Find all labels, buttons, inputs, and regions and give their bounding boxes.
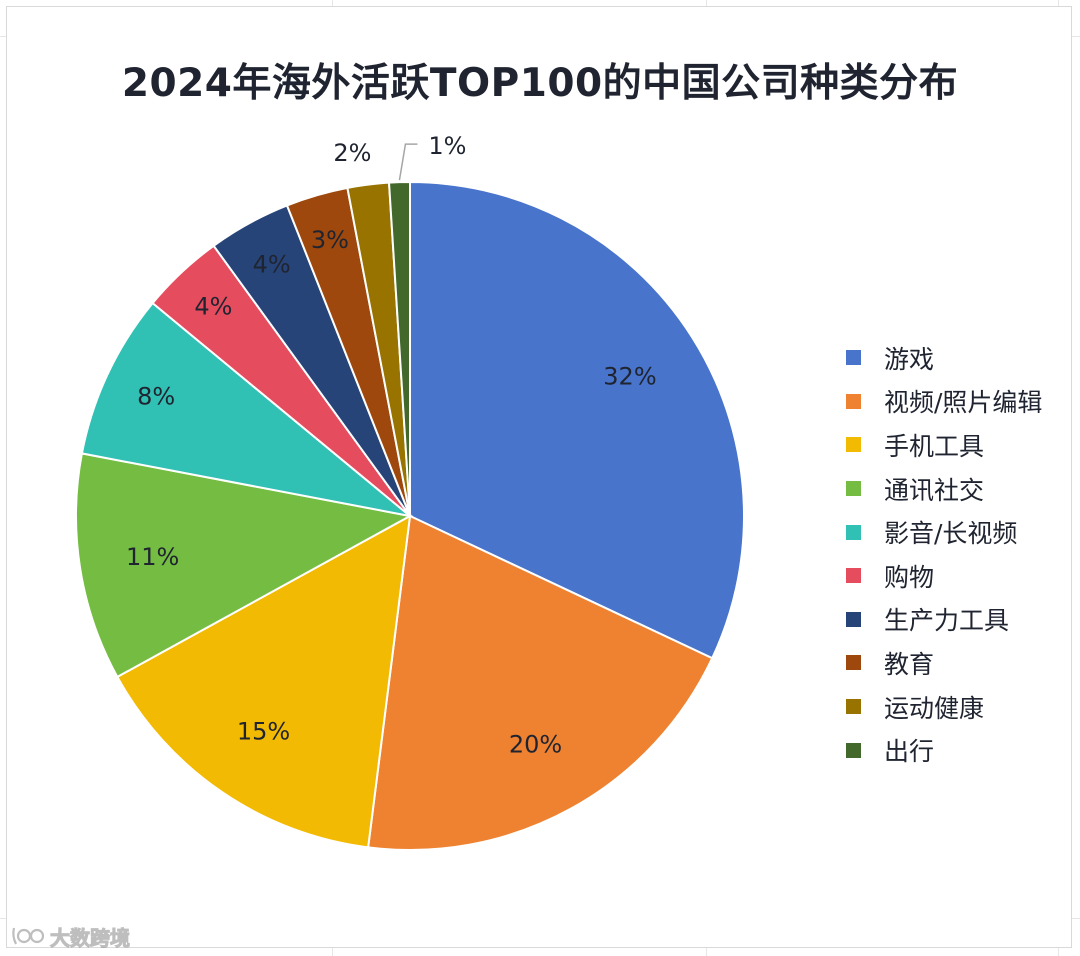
legend-label: 通讯社交 (884, 475, 985, 505)
legend-swatch (846, 393, 861, 409)
legend-label: 教育 (884, 649, 935, 679)
leader-lines (398, 143, 418, 181)
legend-item-出行[interactable]: 出行 (846, 728, 1078, 772)
data-label-教育: 3% (311, 226, 349, 254)
legend-swatch (846, 611, 861, 627)
watermark-text: 大数跨境 (50, 925, 131, 950)
data-label-生产力工具: 4% (253, 250, 291, 278)
legend-swatch (846, 568, 861, 584)
legend-item-运动健康[interactable]: 运动健康 (846, 685, 1078, 729)
chart-title: 2024年海外活跃TOP100的中国公司种类分布 (121, 61, 959, 106)
legend-item-生产力工具[interactable]: 生产力工具 (846, 598, 1078, 642)
legend-item-视频-照片编辑[interactable]: 视频/照片编辑 (846, 380, 1078, 424)
legend-swatch (846, 699, 861, 715)
legend-label: 影音/长视频 (884, 519, 1018, 549)
legend-label: 生产力工具 (884, 606, 1010, 636)
data-label-手机工具: 15% (237, 717, 290, 745)
legend-item-手机工具[interactable]: 手机工具 (846, 423, 1078, 467)
legend-label: 运动健康 (884, 693, 985, 723)
legend-label: 手机工具 (884, 431, 985, 461)
data-label-影音-长视频: 8% (137, 383, 175, 411)
legend-label: 出行 (884, 737, 935, 767)
legend-item-教育[interactable]: 教育 (846, 641, 1078, 685)
data-label-运动健康: 2% (333, 139, 371, 167)
pie-slice-手机工具[interactable] (115, 514, 412, 849)
leader-line-出行 (398, 143, 418, 181)
pie-slice-通讯社交[interactable] (75, 452, 413, 679)
legend-swatch (846, 437, 861, 453)
legend-swatch (846, 742, 861, 758)
legend: 游戏视频/照片编辑 手机工具通讯社交影音/长视频 购物生产力工具教育运动健康出行 (846, 336, 1078, 772)
pie-slice-出行[interactable] (387, 180, 411, 517)
legend-swatch (846, 350, 861, 366)
legend-swatch (846, 524, 861, 540)
legend-item-购物[interactable]: 购物 (846, 554, 1078, 598)
legend-label: 游戏 (884, 344, 935, 374)
watermark-logo-icon (12, 927, 45, 945)
pie-slices (75, 180, 745, 851)
data-label-购物: 4% (194, 293, 232, 321)
legend-item-通讯社交[interactable]: 通讯社交 (846, 467, 1078, 511)
legend-item-影音-长视频[interactable]: 影音/长视频 (846, 510, 1078, 554)
legend-swatch (846, 481, 861, 497)
pie-slice-游戏[interactable] (409, 180, 745, 660)
pie-slice-视频-照片编辑[interactable] (367, 514, 714, 851)
data-label-视频-照片编辑: 20% (509, 730, 562, 758)
data-label-游戏: 32% (603, 362, 656, 390)
legend-item-游戏[interactable]: 游戏 (846, 336, 1078, 380)
legend-label: 购物 (884, 562, 935, 592)
data-label-出行: 1% (428, 132, 466, 160)
pie-slice-影音-长视频[interactable] (80, 301, 411, 517)
watermark: 大数跨境 (10, 922, 131, 950)
data-labels: 32% 20% 15% 11% 8% 4% 4% 3% 2% 1% (126, 132, 657, 758)
legend-label: 视频/照片编辑 (884, 388, 1043, 418)
legend-swatch (846, 655, 861, 671)
data-label-通讯社交: 11% (126, 543, 179, 571)
